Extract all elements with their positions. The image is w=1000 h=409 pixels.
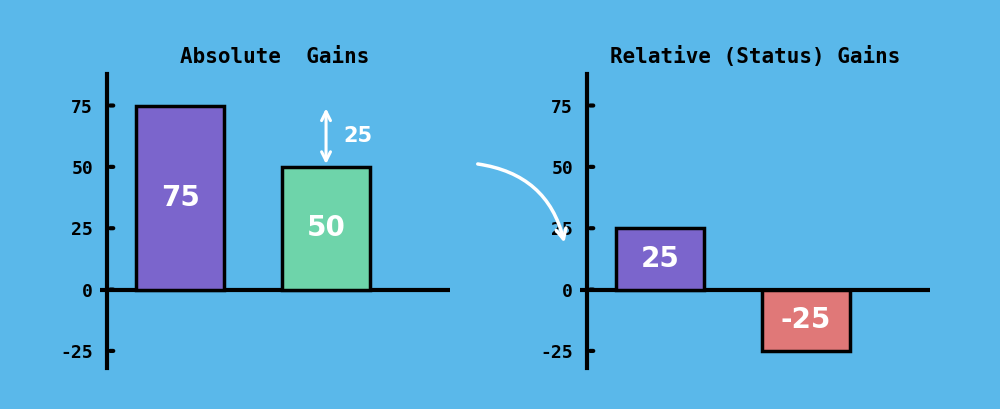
Text: 75: 75	[161, 184, 200, 211]
Text: -25: -25	[781, 306, 831, 334]
FancyBboxPatch shape	[762, 290, 850, 351]
Title: Absolute  Gains: Absolute Gains	[180, 47, 370, 67]
FancyBboxPatch shape	[282, 167, 370, 290]
Text: 25: 25	[344, 126, 373, 146]
FancyBboxPatch shape	[136, 106, 224, 290]
Text: 25: 25	[641, 245, 680, 273]
FancyBboxPatch shape	[616, 228, 704, 290]
Title: Relative (Status) Gains: Relative (Status) Gains	[610, 45, 900, 67]
Text: 50: 50	[307, 214, 345, 242]
